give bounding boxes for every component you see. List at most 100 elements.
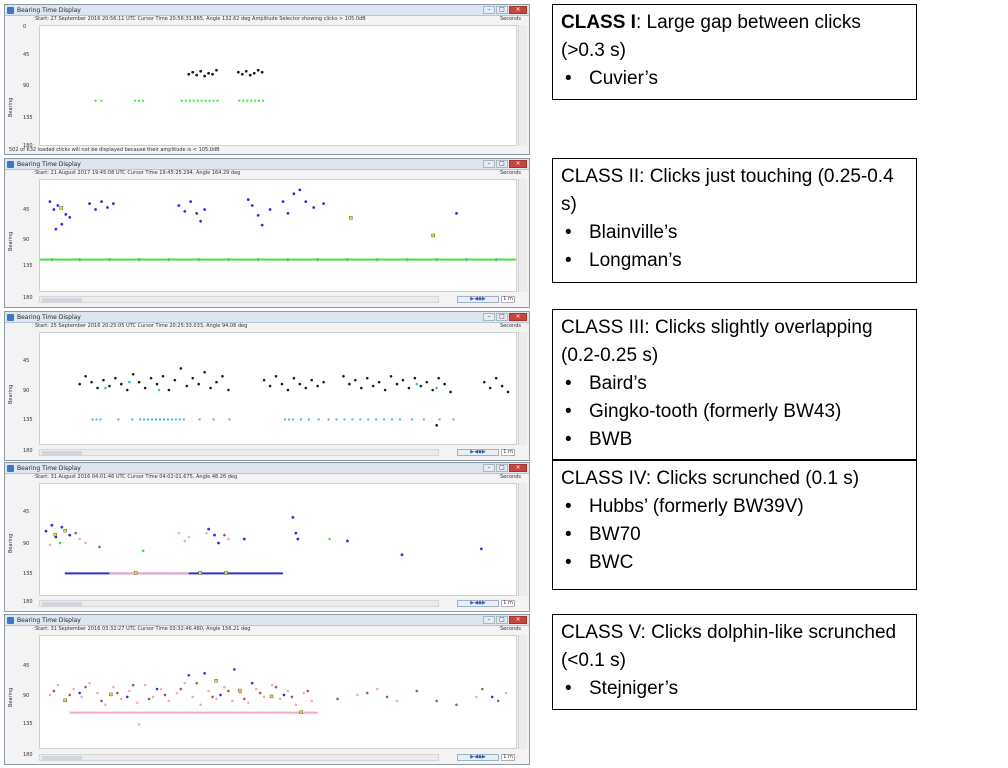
species-item: Blainville’s xyxy=(561,219,908,247)
class-box-3: CLASS III: Clicks slightly overlapping (… xyxy=(552,309,917,460)
close-button[interactable]: × xyxy=(509,616,527,624)
maximize-button[interactable]: □ xyxy=(496,6,508,14)
seconds-label: Seconds xyxy=(499,626,521,632)
class-heading-bold: CLASS I xyxy=(561,12,636,33)
species-item: BWC xyxy=(561,549,908,577)
horizontal-scrollbar[interactable] xyxy=(39,296,439,303)
species-list: Cuvier’s xyxy=(561,65,908,93)
bearing-window-5[interactable]: Bearing Time Display – □ × Start: 31 Sep… xyxy=(4,614,530,765)
playback-controls[interactable]: ▶◀◆▶ xyxy=(457,296,499,303)
time-span[interactable]: 1 m xyxy=(501,449,515,456)
class-heading: CLASS IV: Clicks scrunched (0.1 s) xyxy=(561,468,860,489)
close-button[interactable]: × xyxy=(509,464,527,472)
species-item: Longman’s xyxy=(561,247,908,275)
bearing-window-4[interactable]: Bearing Time Display – □ × Start: 31 Aug… xyxy=(4,462,530,612)
y-axis-label: Bearing xyxy=(8,384,14,404)
y-tick: 45 xyxy=(23,358,30,364)
maximize-button[interactable]: □ xyxy=(496,313,508,321)
info-line: Start: 21 August 2017 19:45:08 UTC Curso… xyxy=(35,170,241,176)
title-bar[interactable]: Bearing Time Display – □ × xyxy=(5,463,529,474)
window-title: Bearing Time Display xyxy=(17,161,81,168)
bearing-window-1[interactable]: Bearing Time Display – □ × Start: 27 Sep… xyxy=(4,4,530,155)
y-tick: 90 xyxy=(23,541,30,547)
y-axis-label: Bearing xyxy=(8,533,14,553)
vertical-scrollbar[interactable] xyxy=(518,179,527,292)
bearing-plot[interactable] xyxy=(39,332,517,445)
minimize-button[interactable]: – xyxy=(483,464,495,472)
seconds-label: Seconds xyxy=(499,170,521,176)
bearing-window-3[interactable]: Bearing Time Display – □ × Start: 25 Sep… xyxy=(4,311,530,461)
vertical-scrollbar[interactable] xyxy=(518,635,527,749)
time-span[interactable]: 1 m xyxy=(501,600,515,607)
playback-controls[interactable]: ▶◀◆▶ xyxy=(457,600,499,607)
species-item: BW70 xyxy=(561,521,908,549)
y-tick: 180 xyxy=(23,295,33,301)
y-axis-label: Bearing xyxy=(8,97,14,117)
y-axis-label: Bearing xyxy=(8,231,14,251)
scroll-thumb[interactable] xyxy=(42,602,82,606)
time-span[interactable]: 1 m xyxy=(501,754,515,761)
class-heading: CLASS V: Clicks dolphin-like scrunched (… xyxy=(561,622,897,671)
minimize-button[interactable]: – xyxy=(483,313,495,321)
y-tick: 180 xyxy=(23,599,33,605)
seconds-label: Seconds xyxy=(499,16,521,22)
maximize-button[interactable]: □ xyxy=(496,616,508,624)
scroll-thumb[interactable] xyxy=(42,298,82,302)
y-tick: 135 xyxy=(23,417,33,423)
bearing-plot[interactable] xyxy=(39,635,517,749)
window-title: Bearing Time Display xyxy=(17,314,81,321)
class-box-5: CLASS V: Clicks dolphin-like scrunched (… xyxy=(552,614,917,710)
horizontal-scrollbar[interactable] xyxy=(39,449,439,456)
horizontal-scrollbar[interactable] xyxy=(39,600,439,607)
scroll-thumb[interactable] xyxy=(42,756,82,760)
seconds-label: Seconds xyxy=(499,323,521,329)
species-list: Baird’s Gingko-tooth (formerly BW43) BWB xyxy=(561,370,908,454)
app-icon xyxy=(7,7,14,14)
bearing-plot[interactable] xyxy=(39,179,517,292)
y-tick: 90 xyxy=(23,388,30,394)
y-tick: 135 xyxy=(23,115,33,121)
playback-controls[interactable]: ▶◀◆▶ xyxy=(457,754,499,761)
info-line: Start: 27 September 2016 20:56:11 UTC Cu… xyxy=(35,16,366,22)
species-list: Stejniger’s xyxy=(561,675,908,703)
bearing-plot[interactable] xyxy=(39,483,517,596)
species-item: Stejniger’s xyxy=(561,675,908,703)
vertical-scrollbar[interactable] xyxy=(518,25,527,146)
title-bar[interactable]: Bearing Time Display – □ × xyxy=(5,312,529,323)
class-box-2: CLASS II: Clicks just touching (0.25-0.4… xyxy=(552,158,917,283)
close-button[interactable]: × xyxy=(509,160,527,168)
species-item: Hubbs’ (formerly BW39V) xyxy=(561,493,908,521)
title-bar[interactable]: Bearing Time Display – □ × xyxy=(5,615,529,626)
title-bar[interactable]: Bearing Time Display – □ × xyxy=(5,159,529,170)
y-tick: 135 xyxy=(23,263,33,269)
info-line: Start: 31 September 2016 03:32:27 UTC Cu… xyxy=(35,626,251,632)
time-span[interactable]: 1 m xyxy=(501,296,515,303)
seconds-label: Seconds xyxy=(499,474,521,480)
minimize-button[interactable]: – xyxy=(483,6,495,14)
y-tick: 90 xyxy=(23,237,30,243)
scroll-thumb[interactable] xyxy=(42,451,82,455)
playback-controls[interactable]: ▶◀◆▶ xyxy=(457,449,499,456)
vertical-scrollbar[interactable] xyxy=(518,332,527,445)
app-icon xyxy=(7,617,14,624)
horizontal-scrollbar[interactable] xyxy=(39,754,439,761)
y-tick: 0 xyxy=(23,24,27,30)
app-icon xyxy=(7,465,14,472)
vertical-scrollbar[interactable] xyxy=(518,483,527,596)
species-list: Blainville’s Longman’s xyxy=(561,219,908,275)
class-box-1: CLASS I: Large gap between clicks (>0.3 … xyxy=(552,4,917,100)
bearing-window-2[interactable]: Bearing Time Display – □ × Start: 21 Aug… xyxy=(4,158,530,308)
class-heading: CLASS III: Clicks slightly overlapping (… xyxy=(561,317,873,366)
title-bar[interactable]: Bearing Time Display – □ × xyxy=(5,5,529,16)
minimize-button[interactable]: – xyxy=(483,616,495,624)
close-button[interactable]: × xyxy=(509,6,527,14)
y-tick: 90 xyxy=(23,693,30,699)
class-heading: CLASS I: Large gap between clicks (>0.3 … xyxy=(561,9,908,65)
maximize-button[interactable]: □ xyxy=(496,464,508,472)
maximize-button[interactable]: □ xyxy=(496,160,508,168)
bearing-plot[interactable] xyxy=(39,25,517,146)
y-tick: 135 xyxy=(23,571,33,577)
close-button[interactable]: × xyxy=(509,313,527,321)
minimize-button[interactable]: – xyxy=(483,160,495,168)
window-title: Bearing Time Display xyxy=(17,465,81,472)
